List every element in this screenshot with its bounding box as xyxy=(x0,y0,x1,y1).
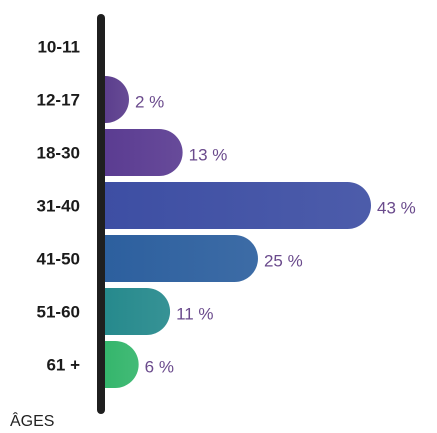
category-label: 41-50 xyxy=(37,250,80,269)
value-label: 11 % xyxy=(176,305,214,324)
bar xyxy=(101,341,139,388)
bar xyxy=(101,235,258,282)
category-labels: 10-11 12-17 18-30 31-40 41-50 51-60 61 + xyxy=(37,38,81,375)
category-label: 10-11 xyxy=(37,38,80,57)
category-label: 12-17 xyxy=(37,91,80,110)
category-label: 61 + xyxy=(46,356,80,375)
bar xyxy=(101,76,129,123)
bar xyxy=(101,129,183,176)
bar xyxy=(101,288,171,335)
category-label: 31-40 xyxy=(37,197,80,216)
category-label: 51-60 xyxy=(37,303,80,322)
value-label: 13 % xyxy=(189,146,228,165)
value-label: 25 % xyxy=(264,252,303,271)
value-label: 6 % xyxy=(145,358,174,377)
value-labels: 2 % 13 % 43 % 25 % 11 % 6 % xyxy=(135,93,416,377)
bars-layer xyxy=(101,76,371,388)
category-label: 18-30 xyxy=(37,144,80,163)
value-label: 43 % xyxy=(377,199,416,218)
axis-title: ÂGES xyxy=(10,411,54,430)
value-label: 2 % xyxy=(135,93,164,112)
bar xyxy=(101,182,371,229)
